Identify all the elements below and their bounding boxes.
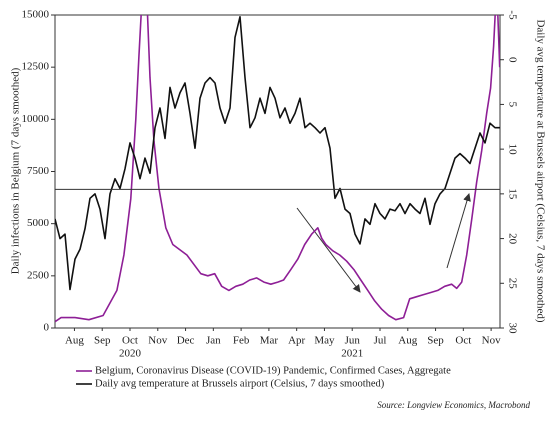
y2-tick-label: 30 — [506, 323, 518, 335]
x-tick-label: Apr — [288, 335, 305, 347]
plot-frame — [54, 14, 501, 329]
y2-tick-label: 15 — [506, 188, 518, 200]
x-tick-label: Jul — [374, 335, 387, 347]
x-tick-label: Jun — [345, 335, 361, 347]
y2-tick-label: 20 — [506, 233, 518, 245]
y-tick-label: 15000 — [22, 9, 50, 21]
y-tick-label: 0 — [44, 322, 50, 334]
source-note: Source: Longview Economics, Macrobond — [377, 400, 530, 410]
y2-tick-label: 25 — [506, 278, 518, 290]
x-tick-label: Oct — [455, 335, 471, 347]
y2-tick-label: 10 — [506, 144, 518, 156]
y-tick-label: 2500 — [27, 269, 50, 281]
x-year-label: 2021 — [341, 348, 363, 360]
x-tick-label: Feb — [233, 335, 250, 347]
y-tick-label: 10000 — [22, 113, 50, 125]
y2-tick-label: -5 — [506, 10, 518, 20]
series-line — [55, 16, 500, 291]
x-tick-label: Mar — [260, 335, 279, 347]
x-tick-label: Aug — [65, 335, 84, 347]
x-tick-label: Oct — [122, 335, 138, 347]
y-axis-label: Daily infections in Belgium (7 days smoo… — [10, 67, 22, 274]
legend-label: Belgium, Coronavirus Disease (COVID-19) … — [95, 365, 451, 376]
plot-area — [55, 15, 500, 323]
x-tick-label: Sep — [94, 335, 111, 347]
x-tick-label: Jan — [206, 335, 221, 347]
x-tick-label: Dec — [177, 335, 195, 347]
y2-axis-label: Daily avg temperature at Brussels airpor… — [534, 19, 546, 322]
annotation-arrow — [296, 207, 361, 293]
x-tick-label: Nov — [482, 335, 501, 347]
series-line — [55, 15, 500, 323]
y2-tick-label: 0 — [506, 57, 518, 63]
x-tick-label: Aug — [398, 335, 417, 347]
legend-label: Daily avg temperature at Brussels airpor… — [95, 378, 385, 389]
y-tick-label: 7500 — [27, 165, 50, 177]
annotation-arrow — [446, 193, 471, 269]
y-tick-label: 5000 — [27, 217, 50, 229]
x-tick-label: Nov — [148, 335, 167, 347]
x-tick-label: May — [314, 335, 335, 347]
y-tick-label: 12500 — [22, 61, 50, 73]
x-year-label: 2020 — [119, 348, 142, 360]
x-tick-label: Sep — [427, 335, 444, 347]
y2-tick-label: 5 — [506, 102, 518, 108]
